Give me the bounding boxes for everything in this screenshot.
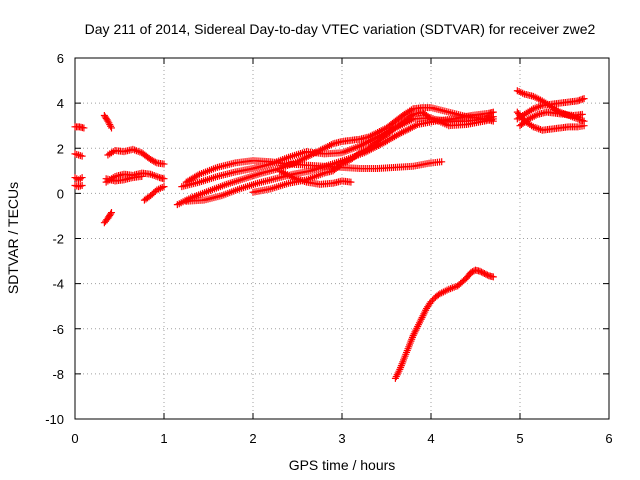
y-tick-label: 4 — [57, 96, 64, 111]
y-tick-label: 2 — [57, 141, 64, 156]
x-axis-label: GPS time / hours — [289, 457, 396, 473]
data-point-marker — [138, 172, 146, 180]
data-point-marker — [160, 160, 168, 168]
data-point-marker — [156, 184, 164, 192]
data-point-marker — [428, 296, 436, 304]
series-arc-5 — [100, 112, 115, 132]
y-axis-label: SDTVAR / TECUs — [5, 182, 21, 294]
data-point-marker — [482, 270, 490, 278]
data-point-marker — [426, 114, 434, 122]
series-arc-17 — [391, 266, 497, 382]
data-point-marker — [107, 124, 115, 132]
data-point-marker — [147, 156, 155, 164]
data-point-marker — [489, 273, 497, 281]
data-point-marker — [148, 156, 156, 164]
x-tick-label: 6 — [605, 431, 612, 446]
series-arc-6 — [100, 209, 115, 227]
y-tick-labels: -10 -8 -6 -4 -2 0 2 4 6 — [45, 51, 64, 427]
data-point-marker — [479, 269, 487, 277]
series-arc-1 — [71, 123, 88, 132]
data-point-marker — [580, 122, 588, 130]
data-point-marker — [107, 209, 115, 217]
x-tick-labels: 0 1 2 3 4 5 6 — [71, 431, 612, 446]
y-tick-label: 6 — [57, 51, 64, 66]
data-point-marker — [107, 122, 115, 130]
data-point-marker — [483, 271, 491, 279]
x-tick-label: 1 — [160, 431, 167, 446]
chart-title: Day 211 of 2014, Sidereal Day-to-day VTE… — [85, 21, 596, 37]
series-arc-9 — [102, 172, 146, 185]
series-arc-3 — [71, 174, 86, 184]
data-point-marker — [476, 267, 484, 275]
data-point-marker — [78, 152, 86, 160]
data-point-marker — [469, 268, 477, 276]
data-point-marker — [160, 183, 168, 191]
data-point-marker — [408, 112, 416, 120]
y-tick-label: -8 — [52, 367, 64, 382]
y-tick-label: -10 — [45, 412, 64, 427]
data-point-marker — [467, 268, 475, 276]
data-point-marker — [78, 174, 86, 182]
data-point-marker — [477, 268, 485, 276]
data-point-marker — [489, 113, 497, 121]
data-point-marker — [78, 181, 86, 189]
series-arc-19 — [513, 95, 588, 123]
data-point-marker — [480, 269, 488, 277]
x-tick-label: 2 — [249, 431, 256, 446]
x-tick-label: 5 — [516, 431, 523, 446]
axis-ticks — [74, 57, 610, 420]
data-point-marker — [150, 157, 158, 165]
data-points — [71, 87, 588, 382]
series-arc-13 — [178, 114, 497, 191]
grid-lines — [75, 58, 609, 419]
series-arc-4 — [71, 181, 86, 191]
series-arc-7 — [104, 145, 168, 168]
y-tick-label: -6 — [52, 322, 64, 337]
data-point-marker — [107, 210, 115, 218]
data-point-marker — [427, 298, 435, 306]
x-tick-label: 0 — [71, 431, 78, 446]
series-arc-21 — [516, 108, 586, 130]
data-point-marker — [578, 110, 586, 118]
y-tick-label: -4 — [52, 277, 64, 292]
series-arc-16 — [276, 167, 355, 188]
data-point-marker — [160, 175, 168, 183]
data-point-marker — [580, 95, 588, 103]
data-point-marker — [151, 158, 159, 166]
data-point-marker — [80, 124, 88, 132]
data-point-marker — [76, 175, 84, 183]
series-arc-14 — [182, 108, 497, 205]
x-tick-label: 3 — [338, 431, 345, 446]
data-point-marker — [347, 178, 355, 186]
series-arc-2 — [71, 150, 86, 160]
y-tick-label: -2 — [52, 232, 64, 247]
series-arc-15 — [249, 108, 497, 196]
series-arc-10 — [140, 183, 168, 204]
data-point-marker — [438, 158, 446, 166]
y-tick-label: 0 — [57, 186, 64, 201]
x-tick-label: 4 — [427, 431, 434, 446]
data-point-marker — [194, 171, 202, 179]
